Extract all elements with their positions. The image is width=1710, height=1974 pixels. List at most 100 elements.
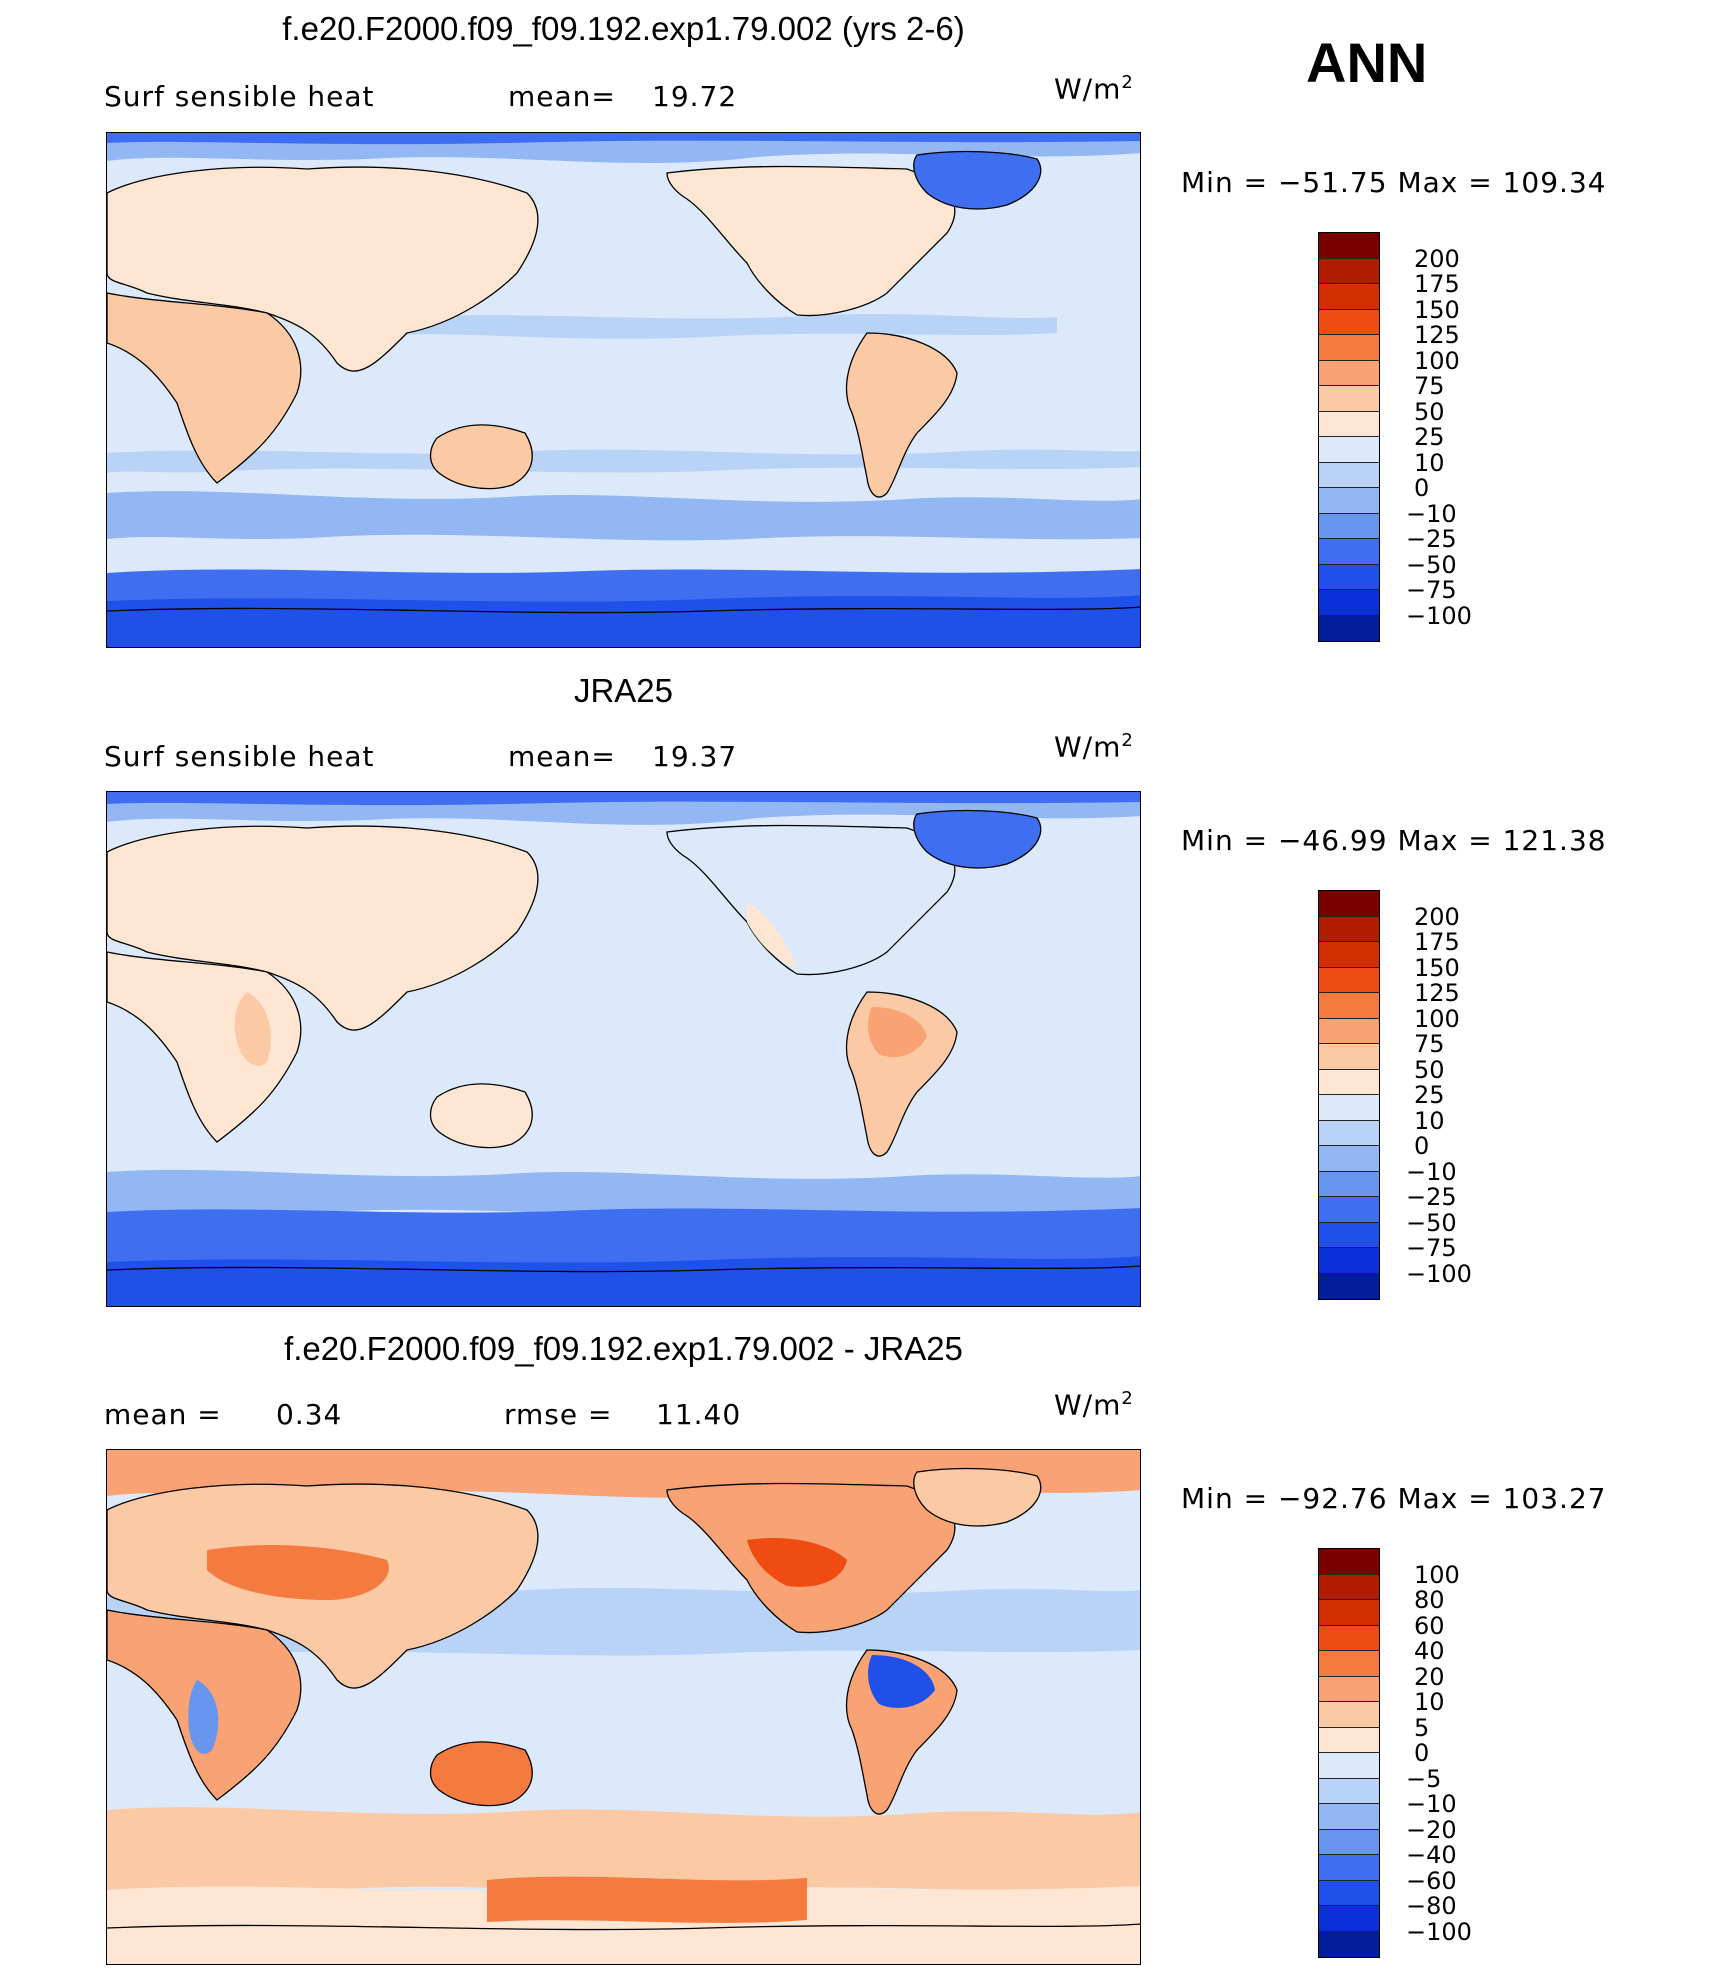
panel1-map xyxy=(106,132,1141,648)
colorbar-tick-label: 10 xyxy=(1414,448,1445,477)
colorbar-swatch xyxy=(1319,539,1379,565)
colorbar-tick-label: 200 xyxy=(1414,902,1460,931)
panel3-rmse-label: rmse = xyxy=(504,1398,613,1431)
colorbar-tick-label: 60 xyxy=(1414,1611,1445,1640)
colorbar-tick-label: 150 xyxy=(1414,953,1460,982)
colorbar-tick-label: 10 xyxy=(1414,1688,1445,1716)
panel3-map xyxy=(106,1449,1141,1965)
colorbar-swatch xyxy=(1319,1273,1379,1299)
panel3-min-max: Min = −92.76 Max = 103.27 xyxy=(1181,1482,1607,1515)
colorbar-tick-label: 0 xyxy=(1414,1132,1430,1160)
colorbar-tick-label: 100 xyxy=(1414,1004,1460,1033)
colorbar-swatch xyxy=(1319,1880,1379,1906)
colorbar-swatch xyxy=(1319,1676,1379,1702)
colorbar-swatch xyxy=(1319,1197,1379,1223)
colorbar-tick-label: −10 xyxy=(1406,1157,1457,1186)
panel1-title: f.e20.F2000.f09_f09.192.exp1.79.002 (yrs… xyxy=(282,10,965,47)
season-label: ANN xyxy=(1306,31,1428,94)
panel2-mean-label: mean= xyxy=(508,740,616,773)
colorbar-tick-label: 100 xyxy=(1414,346,1460,375)
panel1-mean-label: mean= xyxy=(508,80,616,113)
panel3-colorbar xyxy=(1318,1548,1380,1958)
panel2-colorbar xyxy=(1318,890,1380,1300)
colorbar-swatch xyxy=(1319,1727,1379,1753)
colorbar-tick-label: −100 xyxy=(1406,601,1472,630)
colorbar-tick-label: 5 xyxy=(1414,1713,1430,1742)
panel1-colorbar xyxy=(1318,232,1380,642)
colorbar-swatch xyxy=(1319,1222,1379,1248)
colorbar-tick-label: 75 xyxy=(1414,372,1445,400)
colorbar-swatch xyxy=(1319,1651,1379,1677)
colorbar-swatch xyxy=(1319,1778,1379,1804)
colorbar-swatch xyxy=(1319,1931,1379,1957)
colorbar-swatch xyxy=(1319,488,1379,514)
colorbar-swatch xyxy=(1319,1600,1379,1626)
colorbar-swatch xyxy=(1319,564,1379,590)
panel3-units: W/m2 xyxy=(1054,1388,1134,1421)
colorbar-swatch xyxy=(1319,1120,1379,1146)
panel3-title: f.e20.F2000.f09_f09.192.exp1.79.002 - JR… xyxy=(284,1330,963,1367)
panel1-units: W/m2 xyxy=(1054,72,1134,105)
panel1-mean-value: 19.72 xyxy=(652,80,738,113)
colorbar-swatch xyxy=(1319,1625,1379,1651)
colorbar-tick-label: 175 xyxy=(1414,928,1460,956)
colorbar-tick-label: 80 xyxy=(1414,1586,1445,1614)
colorbar-tick-label: 125 xyxy=(1414,321,1460,349)
colorbar-tick-label: 10 xyxy=(1414,1106,1445,1135)
colorbar-tick-label: −50 xyxy=(1406,1208,1457,1237)
colorbar-swatch xyxy=(1319,1702,1379,1728)
colorbar-swatch xyxy=(1319,590,1379,616)
colorbar-swatch xyxy=(1319,309,1379,335)
colorbar-tick-label: −75 xyxy=(1406,576,1457,604)
panel2-title: JRA25 xyxy=(573,672,674,709)
colorbar-tick-label: 175 xyxy=(1414,270,1460,298)
colorbar-tick-label: −20 xyxy=(1406,1815,1457,1844)
colorbar-swatch xyxy=(1319,360,1379,386)
panel2-mean-value: 19.37 xyxy=(652,740,738,773)
panel2-map xyxy=(106,791,1141,1307)
colorbar-swatch xyxy=(1319,1804,1379,1830)
colorbar-tick-label: −75 xyxy=(1406,1234,1457,1262)
colorbar-swatch xyxy=(1319,615,1379,641)
colorbar-swatch xyxy=(1319,1248,1379,1274)
colorbar-swatch xyxy=(1319,1069,1379,1095)
colorbar-tick-label: 25 xyxy=(1414,1081,1445,1109)
colorbar-swatch xyxy=(1319,386,1379,412)
colorbar-swatch xyxy=(1319,411,1379,437)
panel3-rmse-value: 11.40 xyxy=(656,1398,742,1431)
colorbar-tick-label: −10 xyxy=(1406,499,1457,528)
colorbar-swatch xyxy=(1319,462,1379,488)
colorbar-tick-label: −10 xyxy=(1406,1790,1457,1818)
colorbar-swatch xyxy=(1319,1146,1379,1172)
colorbar-swatch xyxy=(1319,1753,1379,1779)
colorbar-tick-label: 150 xyxy=(1414,295,1460,324)
colorbar-tick-label: 50 xyxy=(1414,1055,1445,1084)
colorbar-tick-label: −5 xyxy=(1406,1764,1442,1793)
colorbar-swatch xyxy=(1319,437,1379,463)
colorbar-swatch xyxy=(1319,942,1379,968)
colorbar-tick-label: 40 xyxy=(1414,1637,1445,1665)
colorbar-swatch xyxy=(1319,258,1379,284)
colorbar-swatch xyxy=(1319,513,1379,539)
colorbar-tick-label: 200 xyxy=(1414,244,1460,273)
colorbar-tick-label: 50 xyxy=(1414,397,1445,426)
colorbar-swatch xyxy=(1319,916,1379,942)
colorbar-swatch xyxy=(1319,1171,1379,1197)
panel2-units-base: W/m xyxy=(1054,730,1122,764)
panel1-min-max: Min = −51.75 Max = 109.34 xyxy=(1181,166,1607,199)
panel3-map-svg xyxy=(107,1450,1140,1964)
colorbar-tick-label: −100 xyxy=(1406,1917,1472,1946)
colorbar-tick-label: −25 xyxy=(1406,1183,1457,1211)
colorbar-tick-label: −40 xyxy=(1406,1841,1457,1869)
colorbar-tick-label: 20 xyxy=(1414,1662,1445,1691)
colorbar-swatch xyxy=(1319,1906,1379,1932)
colorbar-swatch xyxy=(1319,1044,1379,1070)
colorbar-swatch xyxy=(1319,891,1379,917)
colorbar-tick-label: 0 xyxy=(1414,1739,1430,1767)
colorbar-tick-label: 25 xyxy=(1414,423,1445,451)
colorbar-swatch xyxy=(1319,1095,1379,1121)
colorbar-tick-label: −25 xyxy=(1406,525,1457,553)
colorbar-swatch xyxy=(1319,335,1379,361)
panel2-units: W/m2 xyxy=(1054,730,1134,763)
panel1-variable-label: Surf sensible heat xyxy=(104,80,375,113)
